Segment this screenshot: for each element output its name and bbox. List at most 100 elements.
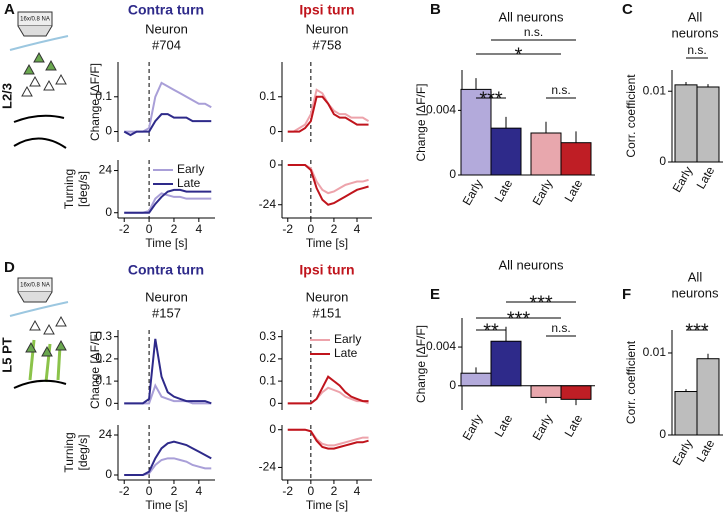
panel-letter: B (430, 1, 441, 18)
contra-heading: Contra turn (128, 2, 204, 18)
x-tick-label: 4 (195, 484, 202, 498)
chart-title: #157 (152, 305, 181, 320)
chart-title: All (688, 269, 703, 284)
y-axis-label: [deg/s] (76, 171, 90, 207)
y-tick-label: 0 (269, 396, 276, 410)
x-tick-label: Late (694, 437, 718, 465)
x-tick-label: -2 (119, 484, 130, 498)
layer-label: L2/3 (0, 83, 14, 109)
bar (530, 132, 562, 176)
bar (674, 84, 698, 163)
legend-label: Early (334, 332, 361, 346)
y-tick-label: 0.01 (643, 83, 667, 97)
x-tick-label: 4 (354, 484, 361, 498)
y-tick-label: 0.1 (95, 89, 112, 103)
legend-label: Early (177, 162, 204, 176)
bar (560, 142, 592, 176)
chart-title: #704 (152, 37, 181, 52)
y-axis-label: Change [ΔF/F] (414, 83, 428, 161)
y-tick-label: 0 (659, 427, 666, 441)
y-tick-label: 0.1 (95, 373, 112, 387)
y-axis-label: Turning (62, 169, 76, 209)
layer-label: L5 PT (0, 337, 14, 372)
significance-label: n.s. (524, 25, 543, 39)
y-axis-label: Change [ΔF/F] (88, 63, 102, 141)
series-line (287, 375, 369, 405)
y-tick-label: 0.3 (95, 329, 112, 343)
chart-title: Neuron (306, 289, 349, 304)
x-tick-label: Early (530, 177, 556, 208)
x-tick-label: 0 (308, 222, 315, 236)
chart-title: All (688, 9, 703, 24)
x-tick-label: Late (492, 177, 516, 205)
schematic-l23: 16x/0.8 NA L2/3 (0, 11, 69, 149)
chart-title: Neuron (306, 21, 349, 36)
objective-label: 16x/0.8 NA (20, 283, 50, 289)
chart-title: #151 (313, 305, 342, 320)
x-tick-label: 0 (146, 222, 153, 236)
x-axis-label: Time [s] (306, 236, 348, 250)
y-tick-label: 0 (269, 124, 276, 138)
series-line (124, 338, 212, 405)
objective-label: 16x/0.8 NA (20, 17, 50, 23)
series-line (124, 188, 212, 214)
bar (674, 391, 698, 436)
series-line (124, 457, 212, 476)
significance-label: n.s. (687, 43, 706, 57)
bar (490, 127, 522, 176)
bar (490, 340, 522, 387)
significance-label: * (515, 44, 523, 66)
x-axis-label: Time [s] (145, 236, 187, 250)
bar (460, 88, 492, 176)
y-tick-label: 0.2 (95, 351, 112, 365)
y-tick-label: 0 (105, 396, 112, 410)
x-tick-label: 2 (171, 484, 178, 498)
significance-label: *** (507, 308, 531, 330)
y-tick-label: 0 (269, 422, 276, 436)
x-tick-label: 0 (308, 484, 315, 498)
y-tick-label: 24 (99, 427, 113, 441)
chart-title: #758 (313, 37, 342, 52)
x-tick-label: 4 (195, 222, 202, 236)
ipsi-heading: Ipsi turn (299, 262, 354, 278)
chart-title: neurons (672, 285, 719, 300)
significance-label: n.s. (551, 83, 570, 97)
x-tick-label: 2 (331, 484, 338, 498)
series-line (287, 428, 369, 450)
chart-title: Neuron (145, 21, 188, 36)
x-tick-label: -2 (282, 222, 293, 236)
bar (460, 372, 492, 387)
x-tick-label: -2 (282, 484, 293, 498)
panel-letter: D (4, 259, 15, 276)
series-line (287, 95, 369, 133)
y-tick-label: 0 (269, 157, 276, 171)
significance-label: n.s. (551, 321, 570, 335)
y-tick-label: 0.004 (426, 339, 456, 353)
series-line (287, 163, 369, 206)
chart-title: All neurons (498, 257, 564, 272)
legend-label: Late (334, 346, 358, 360)
y-tick-label: 0.1 (259, 373, 276, 387)
x-axis-label: Time [s] (306, 498, 348, 512)
series-line (124, 81, 212, 133)
x-tick-label: Late (694, 164, 718, 192)
x-axis-label: Time [s] (145, 498, 187, 512)
y-tick-label: 0.1 (259, 89, 276, 103)
y-axis-label: Change [ΔF/F] (414, 325, 428, 403)
x-tick-label: 0 (146, 484, 153, 498)
schematic-l5: 16x/0.8 NA L5 PT (0, 277, 69, 389)
legend-label: Late (177, 176, 201, 190)
x-tick-label: Late (492, 412, 516, 440)
x-tick-label: 2 (171, 222, 178, 236)
bar (560, 385, 592, 400)
bar (696, 358, 720, 436)
ipsi-heading: Ipsi turn (299, 2, 354, 18)
y-tick-label: 0 (105, 124, 112, 138)
significance-label: ** (483, 320, 499, 342)
bar (696, 86, 720, 163)
y-tick-label: 0 (449, 378, 456, 392)
series-line (287, 386, 369, 405)
y-tick-label: 0 (449, 167, 456, 181)
significance-label: *** (529, 292, 553, 314)
